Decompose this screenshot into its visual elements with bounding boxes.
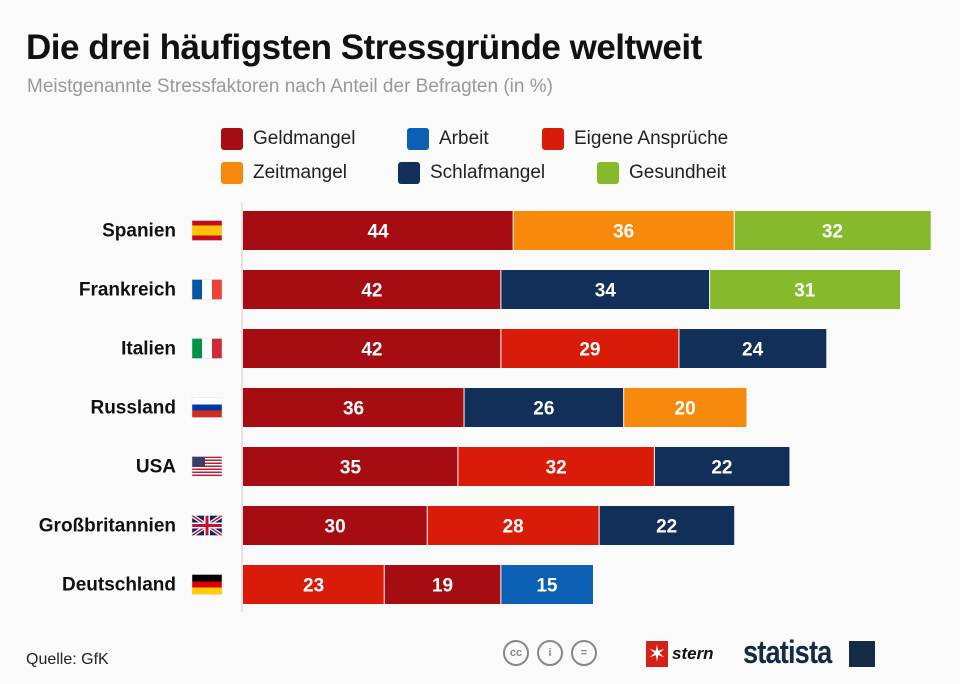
data-label: 44 (368, 222, 390, 243)
legend-swatch (221, 162, 243, 184)
category-label: Großbritannien (39, 516, 176, 537)
bar-segment (243, 388, 465, 427)
data-label: 26 (533, 399, 554, 420)
legend-swatch (398, 162, 420, 184)
bar-segment (427, 506, 600, 545)
data-label: 42 (361, 281, 382, 302)
legend-label: Schlafmangel (430, 162, 546, 183)
cc-icon: cc (503, 640, 529, 666)
flag-es-icon (191, 220, 223, 241)
legend-label: Zeitmangel (253, 162, 347, 183)
legend-swatch (542, 128, 564, 150)
stern-logo: ✶ stern (646, 641, 714, 667)
data-label: 19 (432, 576, 453, 597)
bar-segment (384, 565, 501, 604)
flag-us-icon (191, 456, 223, 477)
category-label: Russland (90, 398, 176, 419)
data-label: 28 (503, 517, 524, 538)
bar-segment (654, 447, 790, 486)
flag-de-icon (191, 574, 223, 595)
bar-segment (243, 447, 458, 486)
bar-segment (500, 565, 593, 604)
chart-subtitle: Meistgenannte Stressfaktoren nach Anteil… (27, 76, 553, 97)
bar-segment (243, 329, 501, 368)
bar-segment (678, 329, 827, 368)
bar-segment (500, 329, 679, 368)
bar-segment (464, 388, 624, 427)
attribution-icon: i (537, 640, 563, 666)
data-label: 24 (742, 340, 764, 361)
legend-item: Arbeit (407, 128, 489, 150)
legend-item: Schlafmangel (398, 162, 545, 184)
bar-segment (243, 211, 514, 250)
data-label: 36 (613, 222, 634, 243)
bar-segment (709, 270, 900, 309)
bar-segment (734, 211, 931, 250)
data-label: 29 (579, 340, 600, 361)
legend-swatch (407, 128, 429, 150)
bar-segment (599, 506, 735, 545)
bar-segment (457, 447, 655, 486)
bar-segment (500, 270, 710, 309)
legend-item: Zeitmangel (221, 162, 347, 184)
bar-segment (513, 211, 735, 250)
category-label: Italien (121, 339, 176, 360)
data-label: 22 (711, 458, 732, 479)
legend-item: Geldmangel (221, 128, 355, 150)
data-label: 35 (340, 458, 362, 479)
star-icon: ✶ (646, 641, 668, 667)
data-label: 31 (794, 281, 816, 302)
flag-ru-icon (191, 397, 223, 418)
legend-item: Gesundheit (597, 162, 726, 184)
legend-swatch (221, 128, 243, 150)
legend-item: Eigene Ansprüche (542, 128, 728, 150)
chart-title: Die drei häufigsten Stressgründe weltwei… (26, 28, 702, 67)
data-label: 32 (822, 222, 843, 243)
statista-logo-icon (849, 641, 875, 667)
noderivs-icon: = (571, 640, 597, 666)
data-label: 22 (656, 517, 677, 538)
data-label: 23 (303, 576, 324, 597)
category-label: USA (136, 457, 176, 478)
flag-fr-icon (191, 279, 223, 300)
data-label: 30 (325, 517, 346, 538)
data-label: 34 (595, 281, 617, 302)
data-label: 20 (675, 399, 696, 420)
legend-label: Eigene Ansprüche (574, 128, 729, 149)
source: Quelle: GfK (26, 651, 109, 668)
legend-swatch (597, 162, 619, 184)
data-label: 32 (546, 458, 567, 479)
category-label: Spanien (102, 221, 176, 242)
legend-label: Gesundheit (629, 162, 727, 183)
bar-segment (243, 506, 428, 545)
bar-segment (623, 388, 747, 427)
bar-segment (243, 565, 385, 604)
data-label: 42 (361, 340, 382, 361)
legend-label: Geldmangel (253, 128, 356, 149)
flag-gb-icon (190, 513, 224, 538)
category-label: Frankreich (79, 280, 176, 301)
statista-logo: statista (743, 634, 832, 670)
bar-segment (243, 270, 501, 309)
flag-it-icon (191, 338, 223, 359)
legend-label: Arbeit (439, 128, 489, 149)
data-label: 15 (536, 576, 558, 597)
data-label: 36 (343, 399, 364, 420)
category-label: Deutschland (62, 575, 176, 596)
